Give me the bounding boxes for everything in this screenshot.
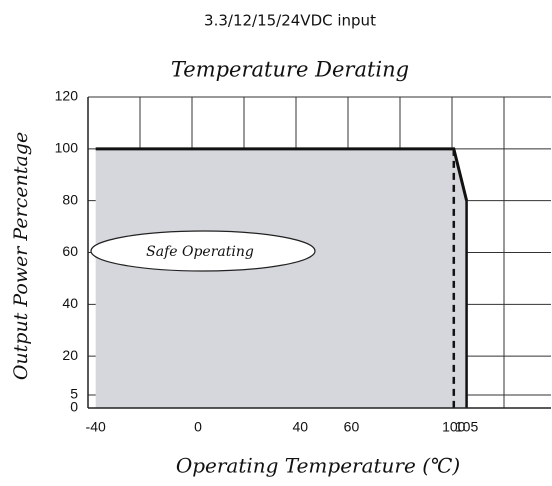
y-tick-label: 80 <box>62 191 78 207</box>
y-tick-label: 20 <box>62 347 78 363</box>
y-axis-label: Output Power Percentage <box>10 132 32 380</box>
area-fill <box>95 148 467 409</box>
y-tick-label: 0 <box>70 399 78 415</box>
annotation: Safe Operating <box>146 244 254 260</box>
x-tick-label: 40 <box>293 419 309 435</box>
x-tick-label: 0 <box>194 419 202 435</box>
chart-title: Temperature Derating <box>171 58 409 82</box>
annotation-bubble <box>90 230 316 272</box>
y-tick-label: 100 <box>55 140 79 156</box>
chart-subtitle: 3.3/12/15/24VDC input <box>204 12 376 30</box>
x-tick-label: 105 <box>455 419 479 435</box>
y-tick-label: 60 <box>62 243 78 259</box>
x-tick-label: 100 <box>442 419 466 435</box>
y-tick-label: 120 <box>55 88 79 104</box>
x-tick-label: 60 <box>344 419 360 435</box>
y-tick-label: 40 <box>62 295 78 311</box>
y-tick-label: 5 <box>70 386 78 402</box>
x-axis-label: Operating Temperature (℃) <box>176 454 460 478</box>
x-tick-label: -40 <box>86 419 106 435</box>
area-line <box>95 147 469 202</box>
